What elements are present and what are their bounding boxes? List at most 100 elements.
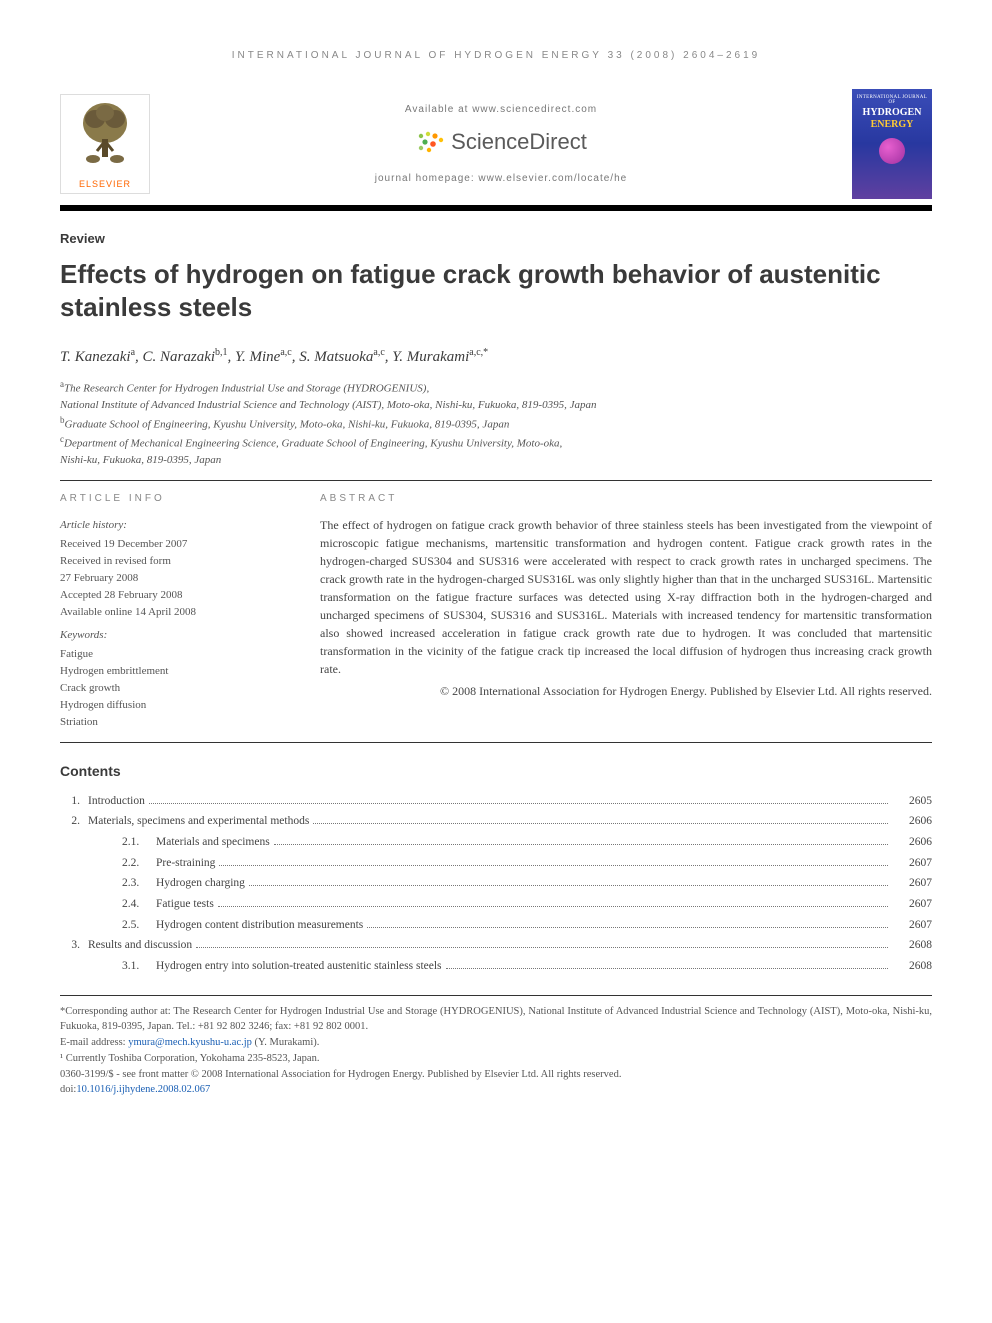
author-list: T. Kanezakia, C. Narazakib,1, Y. Minea,c…	[60, 347, 932, 366]
toc-label: Pre-straining	[156, 853, 215, 874]
email-label: E-mail address:	[60, 1037, 128, 1048]
toc-entry[interactable]: 2.3. Hydrogen charging 2607	[60, 873, 932, 894]
keyword: Striation	[60, 714, 280, 731]
masthead: ELSEVIER Available at www.sciencedirect.…	[60, 89, 932, 199]
toc-leader	[149, 803, 888, 804]
toc-leader	[313, 823, 888, 824]
toc-entry[interactable]: 1. Introduction 2605	[60, 791, 932, 812]
history-line: Accepted 28 February 2008	[60, 587, 280, 604]
history-line: Received 19 December 2007	[60, 536, 280, 553]
keyword: Hydrogen embrittlement	[60, 663, 280, 680]
toc-page: 2606	[892, 811, 932, 832]
running-header: INTERNATIONAL JOURNAL OF HYDROGEN ENERGY…	[60, 50, 932, 61]
toc-leader	[196, 947, 888, 948]
toc-number: 3.1.	[122, 956, 156, 977]
history-label: Article history:	[60, 517, 280, 534]
article-info-heading: ARTICLE INFO	[60, 491, 280, 507]
toc-leader	[367, 927, 888, 928]
toc-number: 2.2.	[122, 853, 156, 874]
toc-number: 2.5.	[122, 915, 156, 936]
toc-label: Materials and specimens	[156, 832, 270, 853]
sciencedirect-text: ScienceDirect	[451, 129, 587, 155]
cover-line3: ENERGY	[856, 119, 928, 130]
toc-leader	[446, 968, 888, 969]
history-line: Available online 14 April 2008	[60, 604, 280, 621]
toc-label: Introduction	[88, 791, 145, 812]
toc-page: 2606	[892, 832, 932, 853]
toc-page: 2607	[892, 853, 932, 874]
toc-label: Results and discussion	[88, 935, 192, 956]
toc-entry[interactable]: 3.1. Hydrogen entry into solution-treate…	[60, 956, 932, 977]
toc-page: 2607	[892, 873, 932, 894]
affiliations: aThe Research Center for Hydrogen Indust…	[60, 378, 932, 468]
keyword: Hydrogen diffusion	[60, 697, 280, 714]
email-author: (Y. Murakami).	[252, 1037, 319, 1048]
toc-entry[interactable]: 3. Results and discussion 2608	[60, 935, 932, 956]
available-at: Available at www.sciencedirect.com	[166, 104, 836, 115]
toc-label: Hydrogen content distribution measuremen…	[156, 915, 363, 936]
rule	[60, 742, 932, 743]
email-line: E-mail address: ymura@mech.kyushu-u.ac.j…	[60, 1035, 932, 1051]
article-title: Effects of hydrogen on fatigue crack gro…	[60, 258, 932, 323]
masthead-center: Available at www.sciencedirect.com Scien…	[166, 104, 836, 184]
toc-number: 2.3.	[122, 873, 156, 894]
doi-line: doi:10.1016/j.ijhydene.2008.02.067	[60, 1082, 932, 1098]
toc-label: Hydrogen charging	[156, 873, 245, 894]
footnotes: *Corresponding author at: The Research C…	[60, 995, 932, 1099]
toc-page: 2608	[892, 956, 932, 977]
elsevier-tree-icon	[75, 101, 135, 166]
article-type: Review	[60, 231, 932, 246]
cover-orb-icon	[879, 138, 905, 164]
abstract-heading: ABSTRACT	[320, 491, 932, 506]
front-matter: 0360-3199/$ - see front matter © 2008 In…	[60, 1067, 932, 1083]
table-of-contents: 1. Introduction 2605 2. Materials, speci…	[60, 791, 932, 977]
toc-page: 2605	[892, 791, 932, 812]
affiliation-line: Nishi-ku, Fukuoka, 819-0395, Japan	[60, 452, 932, 469]
toc-number: 2.4.	[122, 894, 156, 915]
toc-page: 2608	[892, 935, 932, 956]
rule	[60, 480, 932, 481]
doi-link[interactable]: 10.1016/j.ijhydene.2008.02.067	[76, 1084, 210, 1095]
toc-entry[interactable]: 2.2. Pre-straining 2607	[60, 853, 932, 874]
elsevier-logo: ELSEVIER	[60, 94, 150, 194]
cover-line1: INTERNATIONAL JOURNAL OF	[856, 95, 928, 105]
toc-leader	[274, 844, 888, 845]
keywords-label: Keywords:	[60, 627, 280, 644]
toc-leader	[218, 906, 888, 907]
toc-entry[interactable]: 2. Materials, specimens and experimental…	[60, 811, 932, 832]
toc-label: Hydrogen entry into solution-treated aus…	[156, 956, 442, 977]
doi-label: doi:	[60, 1084, 76, 1095]
toc-label: Materials, specimens and experimental me…	[88, 811, 309, 832]
toc-number: 2.	[60, 811, 88, 832]
abstract-copyright: © 2008 International Association for Hyd…	[320, 682, 932, 700]
affiliation-line: National Institute of Advanced Industria…	[60, 397, 932, 414]
toc-label: Fatigue tests	[156, 894, 214, 915]
toc-number: 1.	[60, 791, 88, 812]
journal-cover: INTERNATIONAL JOURNAL OF HYDROGEN ENERGY	[852, 89, 932, 199]
journal-homepage: journal homepage: www.elsevier.com/locat…	[166, 173, 836, 184]
article-info: ARTICLE INFO Article history: Received 1…	[60, 491, 280, 731]
cover-line2: HYDROGEN	[856, 107, 928, 118]
affiliation-line: cDepartment of Mechanical Engineering Sc…	[60, 433, 932, 452]
toc-entry[interactable]: 2.5. Hydrogen content distribution measu…	[60, 915, 932, 936]
email-link[interactable]: ymura@mech.kyushu-u.ac.jp	[128, 1037, 252, 1048]
toc-entry[interactable]: 2.4. Fatigue tests 2607	[60, 894, 932, 915]
history-line: Received in revised form	[60, 553, 280, 570]
toc-number: 3.	[60, 935, 88, 956]
affiliation-line: aThe Research Center for Hydrogen Indust…	[60, 378, 932, 397]
history-line: 27 February 2008	[60, 570, 280, 587]
toc-number: 2.1.	[122, 832, 156, 853]
keyword: Crack growth	[60, 680, 280, 697]
sciencedirect-logo[interactable]: ScienceDirect	[415, 129, 587, 155]
corresponding-author-note: *Corresponding author at: The Research C…	[60, 1004, 932, 1036]
toc-leader	[219, 865, 888, 866]
toc-page: 2607	[892, 894, 932, 915]
info-abstract-row: ARTICLE INFO Article history: Received 1…	[60, 491, 932, 731]
toc-leader	[249, 885, 888, 886]
abstract-body: The effect of hydrogen on fatigue crack …	[320, 516, 932, 678]
contents-heading: Contents	[60, 763, 932, 779]
sciencedirect-icon	[415, 130, 445, 154]
abstract: ABSTRACT The effect of hydrogen on fatig…	[320, 491, 932, 731]
toc-entry[interactable]: 2.1. Materials and specimens 2606	[60, 832, 932, 853]
keyword: Fatigue	[60, 646, 280, 663]
